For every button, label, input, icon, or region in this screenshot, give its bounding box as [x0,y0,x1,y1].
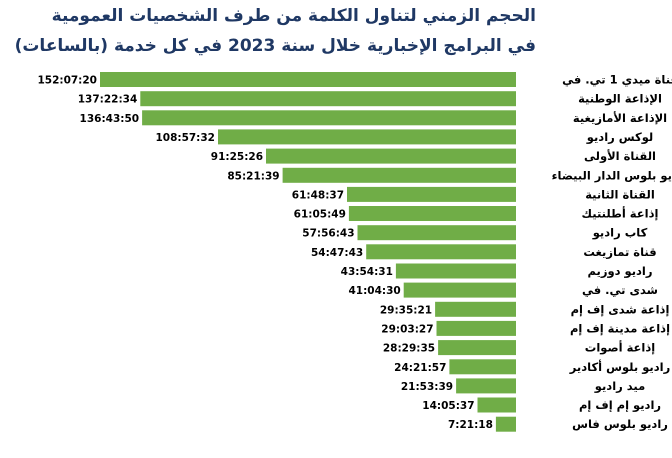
bar-17 [477,397,516,413]
data-label-12: 29:35:21 [380,304,432,316]
bar-16 [456,378,516,394]
data-label-3: 108:57:32 [155,132,215,144]
data-label-1: 137:22:34 [78,94,138,106]
data-label-5: 85:21:39 [227,170,279,182]
category-label-8: كاب راديو [592,226,648,241]
category-label-1: الإذاعة الوطنية [578,92,662,107]
category-label-18: راديو بلوس فاس [572,417,668,432]
category-label-4: القناة الأولى [584,149,656,164]
bar-13 [436,320,516,336]
bar-1 [140,91,517,107]
category-label-3: لوكس راديو [586,130,653,145]
data-label-2: 136:43:50 [80,113,140,125]
data-label-17: 14:05:37 [422,400,474,412]
category-label-5: راديو بلوس الدار البيضاء [552,168,672,183]
data-label-0: 152:07:20 [37,75,97,87]
data-label-16: 21:53:39 [401,381,453,393]
category-label-7: إذاعة أطلنتيك [582,206,659,221]
data-label-9: 54:47:43 [311,247,363,259]
data-label-18: 7:21:18 [448,419,493,431]
data-label-11: 41:04:30 [348,285,400,297]
bar-4 [266,148,516,164]
bar-9 [366,244,516,260]
bar-6 [347,186,516,202]
bar-15 [449,359,516,375]
category-label-17: راديو إم إف إم [579,398,661,413]
bar-7 [348,206,516,221]
bar-8 [357,225,516,241]
category-label-9: قناة تمازيغت [583,245,656,259]
category-label-12: إذاعة شدى إف إم [571,302,670,316]
category-label-6: القناة الثانية [585,187,655,201]
bar-14 [438,340,516,356]
bar-11 [403,282,516,298]
bar-3 [218,129,516,145]
data-label-4: 91:25:26 [211,151,263,163]
category-label-15: راديو بلوس أكادير [569,359,670,375]
data-label-6: 61:48:37 [292,189,344,201]
data-label-8: 57:56:43 [302,228,354,240]
category-label-0: قناة ميدي 1 تي. في [562,73,672,87]
category-label-10: راديو دوزيم [587,264,652,279]
data-label-13: 29:03:27 [381,323,433,335]
data-label-14: 28:29:35 [383,343,435,355]
data-label-10: 43:54:31 [341,266,393,278]
category-label-11: شدى تي. في [582,283,658,297]
data-label-15: 24:21:57 [394,362,446,374]
bar-18 [495,416,516,432]
category-label-14: إذاعة أصوات [585,340,655,356]
bar-0 [100,72,516,87]
data-label-7: 61:05:49 [294,209,346,221]
bar-5 [282,167,516,183]
bar-10 [395,263,516,279]
category-label-2: الإذاعة الأمازيغية [573,111,667,125]
chart-title-line-1: الحجم الزمني لتناول الكلمة من طرف الشخصي… [51,6,536,26]
bar-12 [435,301,516,317]
chart-title-line-2: في البرامج الإخبارية خلال سنة 2023 في كل… [14,36,536,56]
category-label-13: إذاعة مدينة إف إم [570,321,670,335]
bar-2 [142,110,516,126]
category-label-16: ميد راديو [594,379,645,394]
chart-title: الحجم الزمني لتناول الكلمة من طرف الشخصي… [0,0,672,70]
